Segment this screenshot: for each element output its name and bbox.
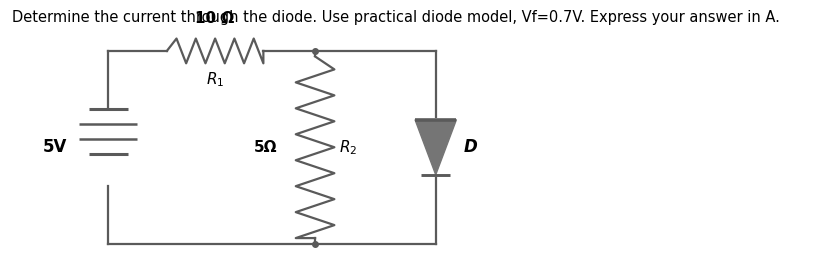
Text: D: D <box>463 138 476 156</box>
Text: $R_2$: $R_2$ <box>339 138 357 157</box>
Text: 10 Ω: 10 Ω <box>195 11 234 26</box>
Text: 5Ω: 5Ω <box>253 140 277 155</box>
Text: Determine the current through the diode. Use practical diode model, Vf=0.7V. Exp: Determine the current through the diode.… <box>12 10 779 25</box>
Text: 5V: 5V <box>42 138 67 156</box>
Polygon shape <box>414 120 456 175</box>
Text: $R_1$: $R_1$ <box>206 70 224 89</box>
